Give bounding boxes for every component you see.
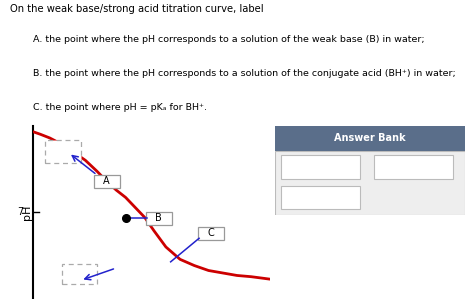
FancyBboxPatch shape (281, 155, 360, 179)
FancyBboxPatch shape (281, 186, 360, 209)
FancyBboxPatch shape (146, 212, 172, 225)
Bar (275, 126, 465, 151)
FancyBboxPatch shape (45, 141, 81, 163)
Text: Answer Bank: Answer Bank (334, 133, 406, 143)
Text: B: B (155, 213, 162, 223)
Text: C. the point where pH = pKₐ for BH⁺.: C. the point where pH = pKₐ for BH⁺. (33, 103, 207, 112)
Text: B. the point where the pH corresponds to a solution of the conjugate acid (BH⁺) : B. the point where the pH corresponds to… (33, 69, 456, 78)
FancyBboxPatch shape (198, 227, 224, 240)
Text: A: A (103, 176, 110, 186)
Y-axis label: pH: pH (22, 205, 32, 220)
Text: 7: 7 (18, 207, 24, 217)
Bar (275, 151, 465, 215)
Text: A. the point where the pH corresponds to a solution of the weak base (B) in wate: A. the point where the pH corresponds to… (33, 35, 425, 44)
Text: C: C (208, 228, 214, 238)
FancyBboxPatch shape (94, 175, 120, 188)
FancyBboxPatch shape (62, 264, 97, 284)
FancyBboxPatch shape (374, 155, 453, 179)
Text: On the weak base/strong acid titration curve, label: On the weak base/strong acid titration c… (10, 4, 264, 14)
